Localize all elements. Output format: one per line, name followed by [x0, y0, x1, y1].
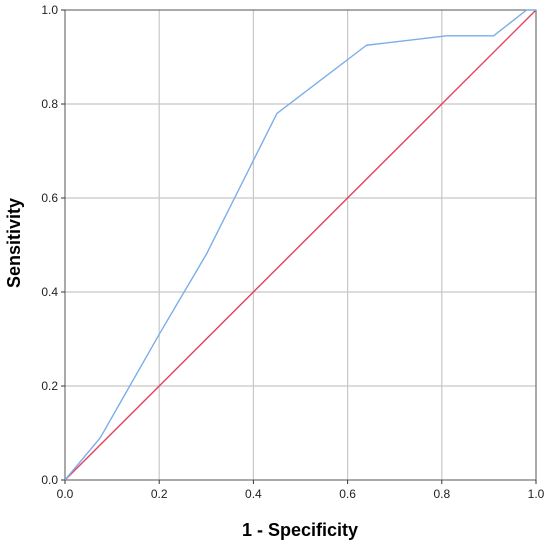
x-tick-label: 0.6	[339, 487, 356, 501]
y-tick-label: 0.2	[41, 379, 58, 393]
reference-diagonal-line	[64, 9, 537, 481]
y-tick-label: 0.6	[41, 191, 58, 205]
x-tick-label: 0.4	[245, 487, 262, 501]
series-layer	[64, 9, 537, 481]
plot-frame	[64, 9, 537, 481]
y-tick-label: 0.0	[41, 473, 58, 487]
grid	[65, 10, 536, 480]
roc-curve-line	[64, 9, 536, 481]
y-tick-label: 1.0	[41, 3, 58, 17]
y-axis-ticks: 0.0 0.2 0.4 0.6 0.8 1.0	[41, 3, 65, 487]
x-axis-title: 1 - Specificity	[242, 520, 358, 540]
x-axis-ticks: 0.0 0.2 0.4 0.6 0.8 1.0	[57, 480, 545, 501]
y-axis-title: Sensitivity	[4, 198, 24, 288]
x-tick-label: 0.2	[151, 487, 168, 501]
x-tick-label: 0.8	[433, 487, 450, 501]
y-tick-label: 0.4	[41, 285, 58, 299]
x-tick-label: 0.0	[57, 487, 74, 501]
plot-border	[64, 9, 537, 481]
y-tick-label: 0.8	[41, 97, 58, 111]
x-tick-label: 1.0	[528, 487, 545, 501]
